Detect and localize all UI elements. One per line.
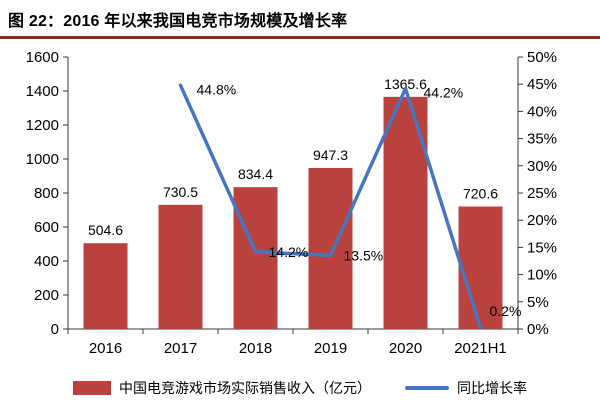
x-axis-category-label: 2019	[314, 340, 347, 357]
bar	[83, 243, 128, 329]
chart-area: 0 200 400 600 800 1000 1200 1400 1600 0% 5% 10% 15% 2…	[0, 43, 600, 373]
left-axis-label: 600	[34, 219, 59, 236]
left-axis-label: 0	[51, 321, 59, 338]
bar	[308, 167, 353, 329]
title-divider	[0, 36, 600, 39]
left-axis-label: 200	[34, 287, 59, 304]
right-axis-label: 15%	[527, 239, 557, 256]
left-axis-label: 1200	[26, 117, 59, 134]
line-value-label: 0.2%	[490, 303, 522, 319]
bar-value-label: 834.4	[238, 166, 273, 182]
x-axis-category-label: 2020	[389, 340, 422, 357]
bar-value-label: 720.6	[463, 185, 498, 201]
right-axis-label: 40%	[527, 103, 557, 120]
right-axis-label: 20%	[527, 212, 557, 229]
bar-value-label: 1365.6	[384, 76, 427, 92]
line-swatch-icon	[405, 386, 449, 390]
bar-swatch-icon	[73, 381, 111, 395]
left-axis-label: 1000	[26, 151, 59, 168]
right-axis-label: 25%	[527, 185, 557, 202]
line-value-label: 13.5%	[344, 248, 384, 264]
bar	[383, 96, 428, 330]
legend-item-bar: 中国电竞游戏市场实际销售收入（亿元）	[73, 378, 371, 398]
bar-value-label: 730.5	[163, 184, 198, 200]
right-axis-label: 50%	[527, 49, 557, 66]
line-value-label: 44.8%	[197, 81, 237, 97]
bar	[233, 187, 278, 329]
figure-header: 图 22：2016 年以来我国电竞市场规模及增长率	[0, 0, 600, 34]
right-axis-label: 30%	[527, 158, 557, 175]
right-axis-label: 10%	[527, 267, 557, 284]
bar-value-label: 947.3	[313, 147, 348, 163]
right-axis-label: 45%	[527, 76, 557, 93]
figure-title: 图 22：2016 年以来我国电竞市场规模及增长率	[8, 13, 348, 30]
left-axis-label: 800	[34, 185, 59, 202]
bar	[158, 204, 203, 329]
right-axis-label: 35%	[527, 131, 557, 148]
legend-label-line: 同比增长率	[457, 380, 527, 396]
x-axis-category-label: 2016	[89, 340, 122, 357]
bar-value-label: 504.6	[88, 222, 123, 238]
x-axis-category-label: 2017	[164, 340, 197, 357]
combo-chart-svg: 0 200 400 600 800 1000 1200 1400 1600 0% 5% 10% 15% 2…	[26, 49, 557, 357]
legend-label-bar: 中国电竞游戏市场实际销售收入（亿元）	[119, 380, 371, 396]
growth-line	[178, 83, 483, 330]
chart-legend: 中国电竞游戏市场实际销售收入（亿元） 同比增长率	[0, 373, 600, 403]
right-axis-label: 5%	[527, 294, 549, 311]
left-axis-label: 400	[34, 253, 59, 270]
left-axis-label: 1400	[26, 83, 59, 100]
legend-item-line: 同比增长率	[405, 378, 527, 398]
left-axis-label: 1600	[26, 49, 59, 66]
right-axis-label: 0%	[527, 321, 549, 338]
line-value-label: 14.2%	[269, 244, 309, 260]
x-axis-category-label: 2021H1	[454, 340, 507, 357]
x-axis-category-label: 2018	[239, 340, 272, 357]
bar	[458, 206, 503, 329]
line-value-label: 44.2%	[424, 85, 464, 101]
